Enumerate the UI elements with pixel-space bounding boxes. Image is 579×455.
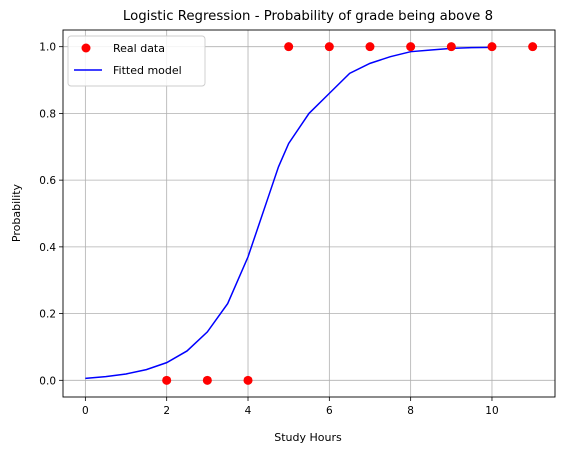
tick-layer: 0 2 4 6 8 10 0.0 0.2 0.4 0.6 0.8 1.0 <box>39 42 498 417</box>
y-tick-label: 0.6 <box>39 175 56 187</box>
y-tick-label: 0.2 <box>39 309 56 321</box>
plot-frame <box>62 29 556 398</box>
y-axis-label: Probability <box>10 183 23 242</box>
legend: Real data Fitted model <box>67 35 206 87</box>
real-data-point <box>365 42 375 52</box>
legend-label-real-data: Real data <box>113 42 165 55</box>
x-tick-label: 10 <box>485 405 498 417</box>
x-tick-label: 6 <box>326 405 333 417</box>
real-data-point <box>487 42 497 52</box>
legend-box <box>67 35 206 87</box>
chart-title: Logistic Regression - Probability of gra… <box>123 9 493 24</box>
real-data-point <box>162 375 172 385</box>
x-tick-label: 8 <box>407 405 414 417</box>
x-tick-label: 0 <box>82 405 89 417</box>
real-data-point <box>446 42 456 52</box>
y-tick-label: 0.8 <box>39 108 56 120</box>
y-tick-label: 1.0 <box>39 42 56 54</box>
legend-label-fitted-model: Fitted model <box>113 64 182 77</box>
x-tick-label: 2 <box>163 405 170 417</box>
real-data-point <box>284 42 294 52</box>
real-data-point <box>528 42 538 52</box>
x-tick-label: 4 <box>245 405 252 417</box>
y-tick-label: 0.4 <box>39 242 56 254</box>
real-data-point <box>202 375 212 385</box>
x-axis-label: Study Hours <box>274 431 342 444</box>
series-layer <box>85 42 538 385</box>
fitted-model-line <box>85 46 492 380</box>
legend-marker-real-data <box>81 43 91 53</box>
real-data-point <box>324 42 334 52</box>
real-data-point <box>243 375 253 385</box>
real-data-point <box>406 42 416 52</box>
y-tick-label: 0.0 <box>39 375 56 387</box>
